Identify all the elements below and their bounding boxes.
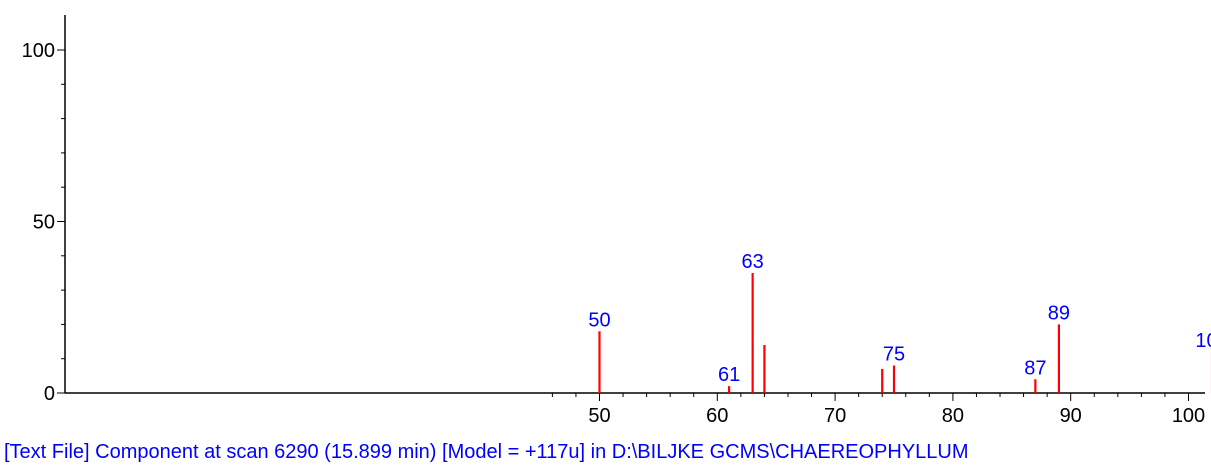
chart-caption: [Text File] Component at scan 6290 (15.8… (4, 441, 969, 463)
peak-label: 50 (588, 309, 610, 331)
x-tick-label: 100 (1172, 405, 1205, 427)
x-tick-label: 90 (1060, 405, 1082, 427)
peak-label: 63 (742, 251, 764, 273)
peak-label: 87 (1024, 357, 1046, 379)
x-tick-label: 60 (706, 405, 728, 427)
x-tick-label: 70 (824, 405, 846, 427)
peak-label: 61 (718, 364, 740, 386)
y-tick-label: 0 (44, 383, 55, 405)
peak-label: 102 (1195, 330, 1211, 352)
x-tick-label: 50 (588, 405, 610, 427)
y-tick-label: 100 (22, 40, 55, 62)
peak-label: 75 (883, 344, 905, 366)
y-tick-label: 50 (33, 212, 55, 234)
peak-label: 89 (1048, 302, 1070, 324)
x-tick-label: 80 (942, 405, 964, 427)
